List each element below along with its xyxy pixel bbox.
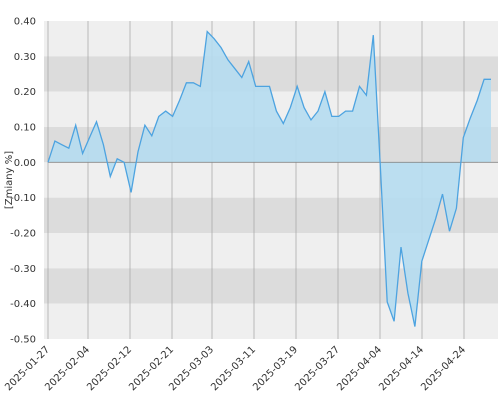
y-tick-label: 0.40 bbox=[14, 17, 36, 28]
y-tick-label: -0.20 bbox=[10, 229, 36, 240]
plot-band bbox=[44, 56, 498, 92]
series-line bbox=[47, 30, 491, 327]
area-fill bbox=[48, 31, 491, 327]
y-tick-label: -0.40 bbox=[10, 299, 36, 310]
y-axis-label: [Zmiany %] bbox=[4, 151, 15, 209]
x-tick-label: 2025-04-24 bbox=[419, 344, 468, 393]
y-tick-label: -0.30 bbox=[10, 264, 36, 275]
area-series bbox=[47, 30, 498, 327]
y-tick-label: -0.50 bbox=[10, 335, 36, 346]
y-tick-label: 0.10 bbox=[14, 123, 36, 134]
x-axis-ticks: 2025-01-272025-02-042025-02-122025-02-21… bbox=[3, 344, 468, 393]
y-tick-label: 0.00 bbox=[14, 158, 36, 169]
plot-band bbox=[44, 268, 498, 304]
y-tick-label: 0.30 bbox=[14, 52, 36, 63]
y-axis-ticks: 0.40 0.30 0.20 0.10 0.00 -0.10 -0.20 -0.30 -0.40… bbox=[10, 17, 36, 346]
y-tick-label: 0.20 bbox=[14, 87, 36, 98]
plot-band bbox=[44, 303, 498, 339]
y-tick-label: -0.10 bbox=[10, 193, 36, 204]
plot-band bbox=[44, 21, 498, 57]
